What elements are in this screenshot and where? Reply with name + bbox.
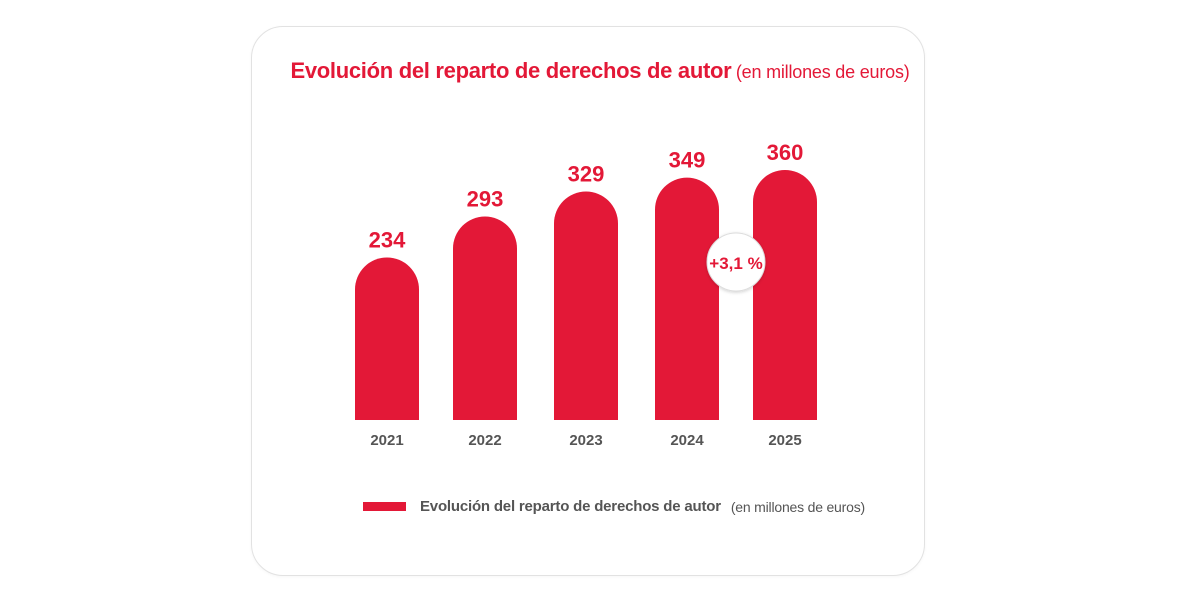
legend-swatch	[363, 502, 406, 511]
bar-2022	[453, 216, 517, 420]
x-tick-label-2022: 2022	[468, 432, 501, 449]
legend: Evolución del reparto de derechos de aut…	[363, 498, 865, 515]
value-label-2022: 293	[467, 187, 504, 212]
chart-title-main: Evolución del reparto de derechos de aut…	[290, 58, 732, 83]
growth-annotation: +3,1 %	[706, 232, 766, 292]
bar-2021	[355, 257, 419, 420]
value-label-2023: 329	[568, 162, 605, 187]
bar-2024	[655, 177, 719, 420]
chart-title: Evolución del reparto de derechos de aut…	[0, 58, 1200, 84]
x-tick-label-2023: 2023	[569, 432, 602, 449]
x-tick-label-2024: 2024	[670, 432, 704, 449]
growth-badge-circle	[706, 232, 766, 292]
bars-group	[355, 170, 817, 420]
legend-label: Evolución del reparto de derechos de aut…	[420, 498, 721, 515]
x-tick-label-2021: 2021	[370, 432, 403, 449]
bar-2025	[753, 170, 817, 420]
value-label-2025: 360	[767, 140, 804, 165]
value-label-2021: 234	[369, 228, 406, 253]
x-tick-label-2025: 2025	[768, 432, 801, 449]
growth-badge-text: +3,1 %	[709, 254, 762, 273]
value-labels-group: 234 293 329 349 360	[369, 140, 804, 253]
chart-title-unit: (en millones de euros)	[735, 62, 910, 82]
legend-unit: (en millones de euros)	[730, 498, 865, 515]
value-label-2024: 349	[669, 148, 706, 173]
bar-2023	[554, 191, 618, 420]
x-axis-labels: 2021 2022 2023 2024 2025	[370, 432, 801, 449]
